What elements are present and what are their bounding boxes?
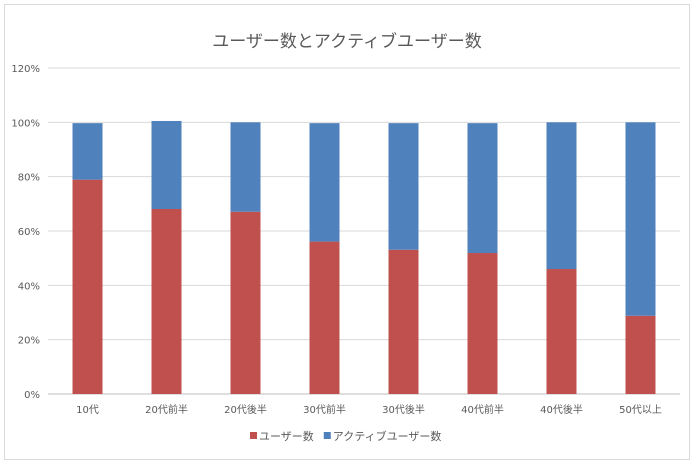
bar-segment-users — [388, 249, 419, 394]
legend-swatch — [323, 432, 331, 439]
legend-swatch — [250, 432, 257, 439]
y-tick-label: 40% — [18, 281, 40, 292]
bar-segment-users — [230, 211, 261, 394]
y-tick-label: 100% — [11, 118, 40, 129]
y-tick-label: 120% — [11, 64, 40, 75]
bar-segment-active-users — [230, 122, 261, 212]
x-tick-label: 30代前半 — [303, 403, 346, 416]
y-tick-label: 80% — [18, 173, 40, 184]
y-tick-label: 60% — [18, 227, 40, 238]
chart-title: ユーザー数とアクティブユーザー数 — [212, 31, 481, 52]
x-tick-label: 50代以上 — [619, 404, 662, 416]
bar-segment-active-users — [467, 123, 498, 254]
bar-segment-active-users — [309, 123, 340, 242]
x-tick-label: 20代前半 — [145, 403, 188, 416]
y-tick-label: 0% — [24, 390, 40, 401]
x-tick-label: 20代後半 — [224, 403, 267, 416]
bar-segment-users — [151, 208, 182, 394]
bar-segment-users — [309, 241, 340, 394]
x-tick-label: 30代後半 — [382, 403, 425, 416]
bar-segment-users — [72, 179, 103, 394]
bar-segment-active-users — [625, 122, 656, 316]
bar-segment-users — [625, 315, 656, 394]
bar-segment-active-users — [388, 123, 419, 250]
bar-segment-users — [467, 253, 498, 394]
bar-segment-active-users — [546, 122, 577, 270]
x-tick-label: 10代 — [76, 404, 99, 416]
legend-label: ユーザー数 — [259, 430, 314, 443]
bar-segment-active-users — [72, 123, 103, 180]
x-tick-label: 40代前半 — [461, 403, 504, 416]
legend-label: アクティブユーザー数 — [333, 429, 442, 443]
y-tick-label: 20% — [18, 336, 40, 347]
bar-segment-users — [546, 269, 577, 394]
x-tick-label: 40代後半 — [540, 403, 583, 416]
bar-segment-active-users — [151, 120, 182, 209]
